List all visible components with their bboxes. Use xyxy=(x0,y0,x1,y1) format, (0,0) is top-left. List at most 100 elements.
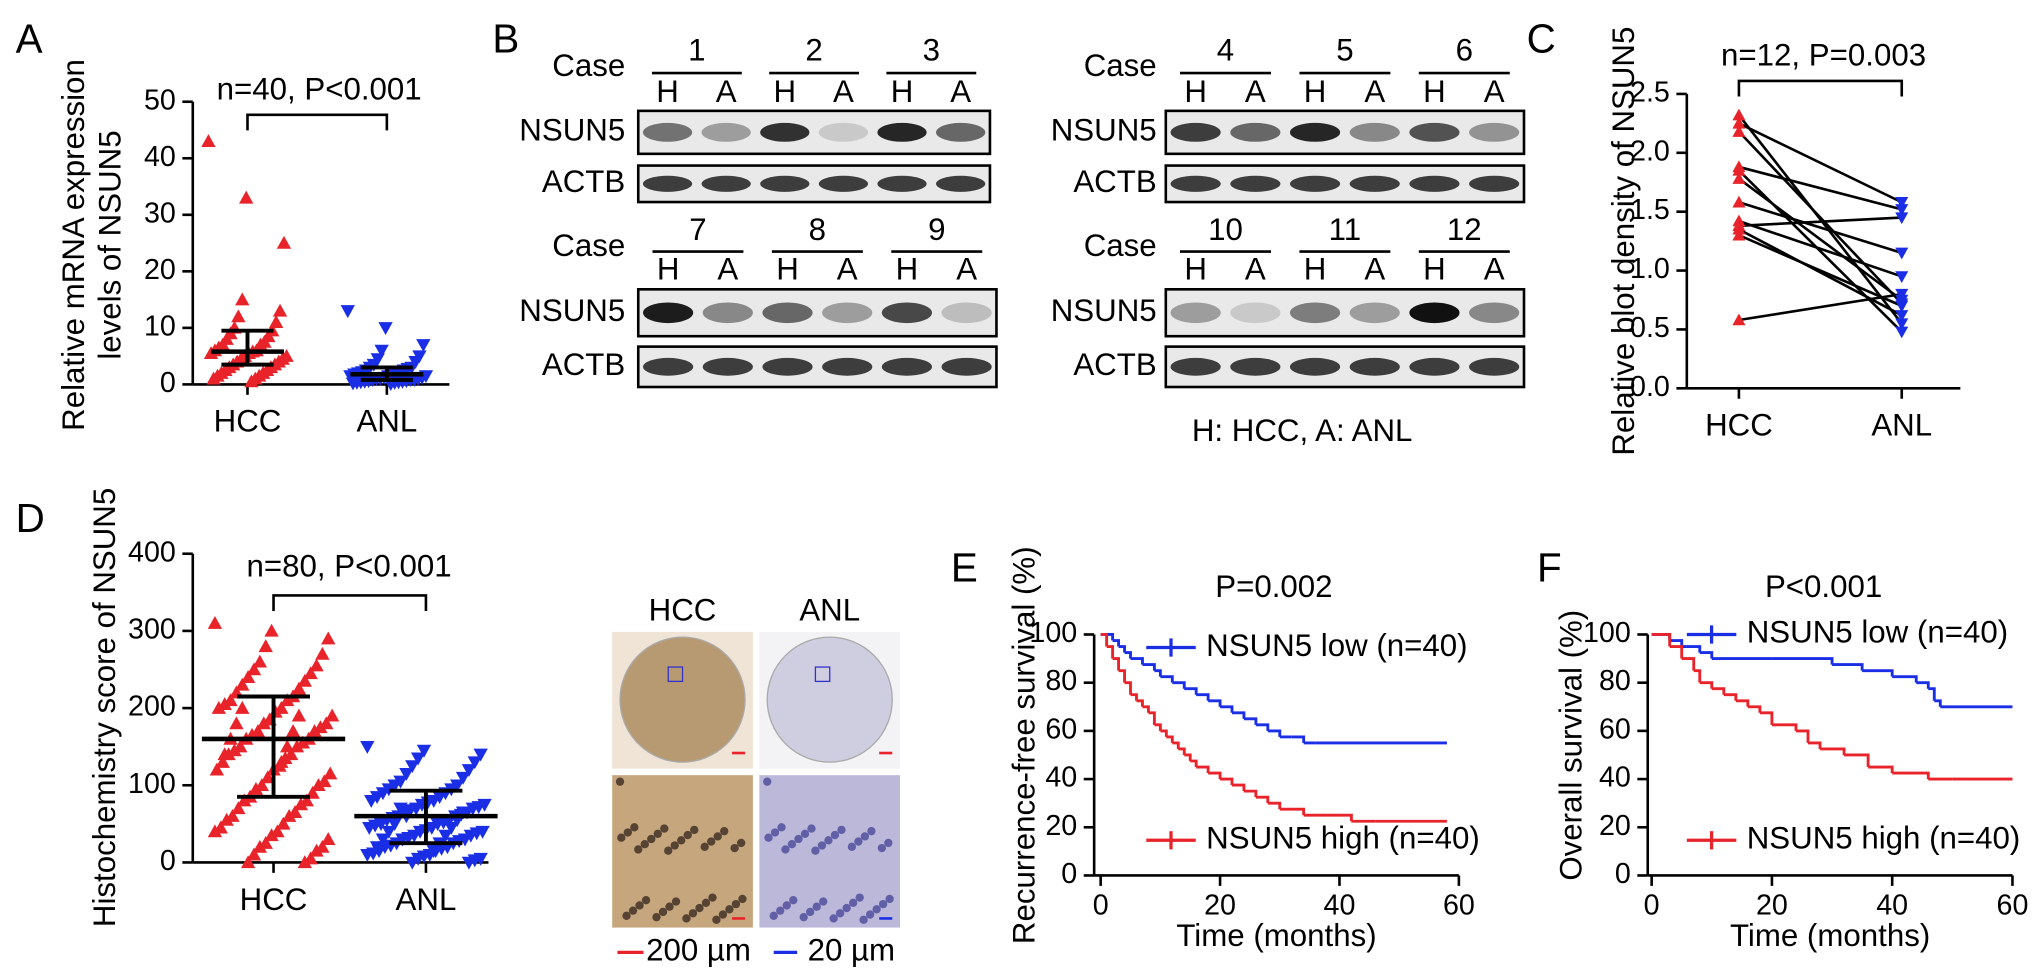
lane-label: H xyxy=(776,251,799,286)
blot-band xyxy=(936,175,986,192)
data-point xyxy=(258,639,273,653)
legend-label: NSUN5 low (n=40) xyxy=(1747,615,2008,650)
data-point xyxy=(473,748,488,762)
row-label: NSUN5 xyxy=(1051,293,1157,328)
nucleus xyxy=(830,830,840,840)
survival-step xyxy=(1795,729,1810,743)
chart-title: n=80, P<0.001 xyxy=(247,548,452,583)
blot-strip xyxy=(636,109,992,156)
survival-step xyxy=(1892,771,1930,780)
survival-step xyxy=(1699,681,1714,689)
nucleus xyxy=(799,912,808,922)
blot-band xyxy=(1349,175,1400,192)
survival-step xyxy=(1681,657,1696,671)
data-point xyxy=(1732,125,1746,137)
nucleus xyxy=(664,846,673,855)
blot-band xyxy=(877,175,927,192)
nucleus xyxy=(806,907,815,917)
y-tick-label: 30 xyxy=(144,197,176,229)
y-tick-label: 100 xyxy=(1029,617,1077,649)
data-point xyxy=(1895,300,1909,313)
survival-step xyxy=(1118,669,1126,683)
blot-band xyxy=(1409,175,1460,192)
survival-step xyxy=(1243,717,1258,725)
x-tick-label: ANL xyxy=(396,882,457,917)
case-number: 3 xyxy=(923,32,940,67)
data-point xyxy=(467,756,482,770)
x-tick-label: HCC xyxy=(214,404,282,439)
y-axis-label: Relative mRNA expression xyxy=(56,59,91,431)
nucleus xyxy=(872,905,881,914)
survival-step xyxy=(1154,669,1162,677)
nucleus xyxy=(652,912,661,922)
blot-band xyxy=(701,122,751,142)
lane-label: A xyxy=(1364,74,1385,109)
survival-step xyxy=(1291,735,1306,743)
survival-step xyxy=(1699,651,1714,659)
survival-step xyxy=(1100,633,1109,647)
nucleus xyxy=(777,823,786,832)
lane-label: A xyxy=(1245,251,1266,286)
survival-step xyxy=(1832,663,1864,671)
data-point xyxy=(340,305,355,319)
data-point xyxy=(1895,294,1909,307)
y-tick-label: 1.0 xyxy=(1630,253,1670,285)
data-point xyxy=(206,371,221,385)
y-tick-label: 2.5 xyxy=(1630,76,1670,108)
blot-band xyxy=(1289,175,1341,192)
y-tick-label: 100 xyxy=(1583,617,1631,649)
nucleus xyxy=(640,840,649,849)
survival-step xyxy=(1771,657,1834,665)
survival-step xyxy=(1279,807,1306,816)
data-point xyxy=(280,739,295,753)
survival-step xyxy=(1934,699,1942,707)
survival-step xyxy=(1160,675,1174,683)
data-point xyxy=(282,808,297,822)
lane-label: H xyxy=(1423,74,1446,109)
nucleus xyxy=(860,832,870,841)
lane-label: A xyxy=(1364,251,1385,286)
nucleus xyxy=(764,833,773,842)
x-tick-label: HCC xyxy=(240,882,308,917)
survival-step xyxy=(1172,741,1180,749)
data-point xyxy=(303,666,318,680)
nucleus xyxy=(738,894,747,904)
data-point xyxy=(362,821,377,835)
data-point xyxy=(231,309,246,323)
y-tick-label: 400 xyxy=(128,536,176,568)
survival-step xyxy=(1916,681,1930,689)
lane-label: A xyxy=(956,251,977,286)
survival-step xyxy=(1232,711,1246,719)
nucleus xyxy=(623,828,633,837)
data-point xyxy=(207,616,223,629)
data-point xyxy=(1895,197,1909,209)
survival-step xyxy=(1327,813,1353,822)
survival-step xyxy=(1928,687,1936,701)
nucleus xyxy=(660,824,669,833)
blot-band xyxy=(1469,122,1520,142)
survival-step xyxy=(1255,723,1270,731)
survival-step xyxy=(1208,699,1222,707)
blot-strip xyxy=(1164,109,1526,156)
lane-label: H xyxy=(1184,74,1207,109)
data-point xyxy=(289,739,305,753)
data-point xyxy=(1732,116,1746,129)
x-axis-label: Time (months) xyxy=(1176,918,1376,953)
survival-step xyxy=(1669,639,1684,647)
data-point xyxy=(297,855,312,869)
nucleus xyxy=(641,896,651,905)
case-number: 11 xyxy=(1329,212,1361,247)
data-point xyxy=(246,847,262,861)
column-label: ANL xyxy=(799,593,860,628)
survival-step xyxy=(1106,645,1115,659)
row-label: ACTB xyxy=(542,347,625,382)
survival-step xyxy=(1112,639,1121,647)
blot-band xyxy=(1170,122,1221,142)
data-point xyxy=(463,829,479,843)
y-tick-label: 0.5 xyxy=(1630,312,1670,344)
nucleus xyxy=(635,901,644,910)
blot-band xyxy=(941,302,992,324)
nucleus xyxy=(713,832,722,841)
data-point xyxy=(201,134,216,148)
y-axis-label: Relative blot density of NSUN5 xyxy=(1606,27,1641,456)
